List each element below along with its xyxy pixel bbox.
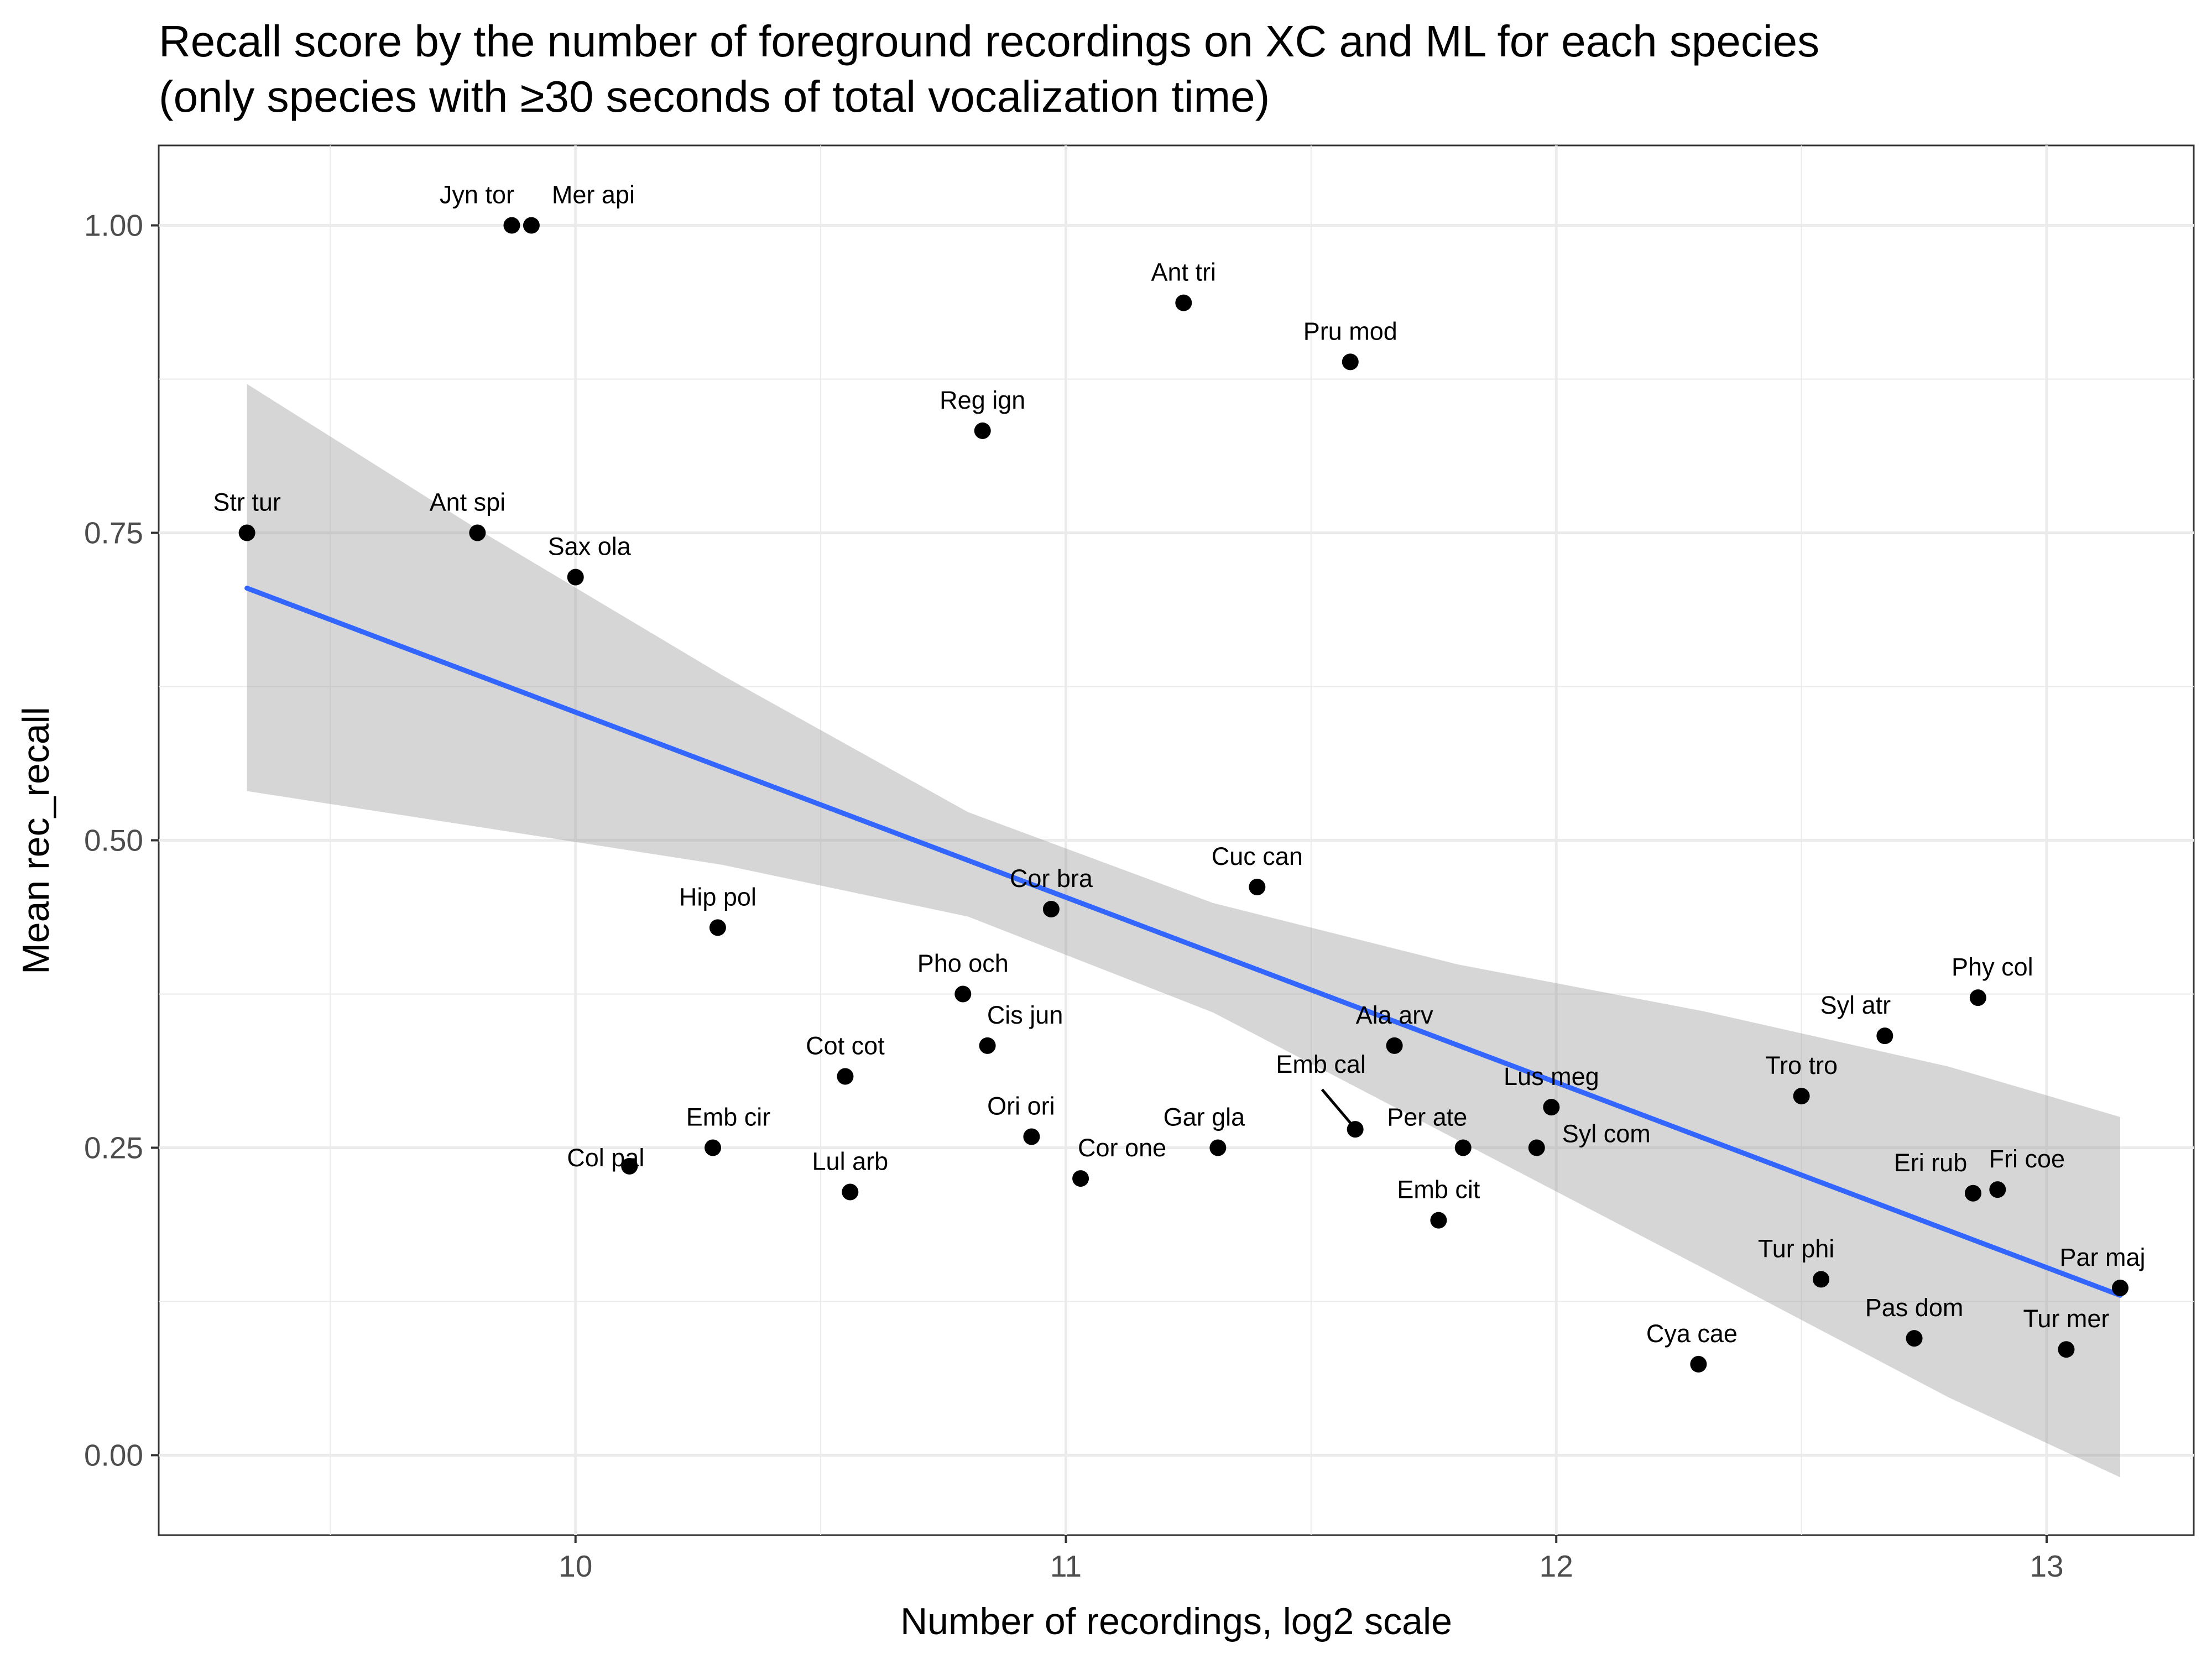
point-label: Pas dom [1865, 1293, 1964, 1322]
data-point [1430, 1212, 1447, 1229]
label-connector [1321, 1088, 1354, 1127]
x-tick-label: 13 [2030, 1549, 2063, 1583]
data-point [1072, 1170, 1089, 1187]
y-tick-label: 1.00 [84, 208, 143, 243]
data-point [1876, 1027, 1893, 1045]
data-point [238, 524, 255, 541]
point-label: Syl com [1562, 1119, 1651, 1147]
data-point [1386, 1037, 1403, 1054]
chart-subtitle: (only species with ≥30 seconds of total … [159, 72, 1270, 121]
point-label: Eri rub [1894, 1149, 1968, 1177]
grid-lines [159, 145, 2194, 1535]
data-point [705, 1139, 722, 1156]
trend-line [244, 586, 2123, 1298]
data-points [238, 217, 2128, 1373]
point-label: Tro tro [1765, 1051, 1838, 1079]
point-label: Lul arb [812, 1147, 889, 1176]
point-label: Pru mod [1303, 317, 1397, 345]
point-label: Tur phi [1758, 1234, 1834, 1262]
chart-title: Recall score by the number of foreground… [159, 17, 1819, 66]
data-point [1690, 1355, 1707, 1373]
data-point [621, 1157, 638, 1175]
data-point [1454, 1139, 1472, 1156]
data-point [1209, 1139, 1227, 1156]
point-label: Hip pol [679, 883, 757, 911]
data-point [709, 919, 726, 936]
point-label: Phy col [1952, 953, 2033, 981]
point-label: Ant tri [1151, 258, 1217, 286]
point-label: Reg ign [940, 386, 1025, 414]
data-point [567, 568, 584, 586]
point-label: Fri coe [1989, 1145, 2065, 1173]
data-point [1528, 1139, 1545, 1156]
data-point [979, 1037, 996, 1054]
point-label: Emb cir [686, 1103, 771, 1131]
point-label: Col pal [567, 1144, 644, 1172]
data-point [1989, 1181, 2006, 1198]
point-label: Cya cae [1646, 1319, 1738, 1348]
data-point [1969, 989, 1986, 1006]
y-tick-label: 0.25 [84, 1130, 143, 1165]
point-label: Ori ori [987, 1092, 1055, 1120]
y-tick-label: 0.00 [84, 1438, 143, 1472]
point-label: Cor bra [1010, 864, 1093, 893]
x-tick-label: 10 [559, 1549, 592, 1583]
y-tick-label: 0.50 [84, 823, 143, 858]
x-axis-title: Number of recordings, log2 scale [900, 1600, 1452, 1642]
data-point [469, 524, 486, 541]
point-label: Str tur [213, 488, 281, 517]
data-point [1906, 1330, 1923, 1347]
point-label: Cor one [1078, 1134, 1166, 1162]
point-label: Par maj [2059, 1243, 2145, 1271]
point-label: Pho och [917, 949, 1009, 977]
data-point [954, 985, 972, 1003]
data-point [1964, 1185, 1981, 1202]
data-point [2111, 1279, 2128, 1296]
data-point [974, 422, 991, 439]
x-tick-label: 12 [1540, 1549, 1573, 1583]
confidence-band [247, 384, 2120, 1478]
point-label: Tur mer [2023, 1305, 2110, 1333]
x-axis-ticks: 10 11 12 13 [559, 1535, 2064, 1583]
data-point [523, 217, 540, 234]
point-label: Syl atr [1820, 991, 1891, 1019]
point-label: Sax ola [548, 533, 632, 561]
point-label: Mer api [552, 181, 635, 209]
data-point [1813, 1271, 1830, 1288]
point-label: Emb cit [1397, 1176, 1480, 1204]
data-point [503, 217, 520, 234]
point-label: Ant spi [430, 488, 506, 517]
point-label: Cis jun [987, 1001, 1063, 1029]
point-label: Emb cal [1276, 1050, 1366, 1078]
trend-line-segment [244, 586, 2123, 1298]
confidence-band-area [247, 384, 2120, 1478]
point-label: Lus meg [1504, 1062, 1599, 1091]
data-point [1793, 1088, 1810, 1105]
point-label: Gar gla [1164, 1103, 1246, 1131]
data-point [1023, 1128, 1040, 1145]
point-labels: Jyn tor Mer api Ant tri Pru mod Reg ign Str t… [213, 181, 2145, 1348]
data-point [1042, 901, 1060, 918]
data-point [2058, 1341, 2075, 1358]
point-label: Cuc can [1212, 842, 1303, 870]
data-point [1175, 294, 1192, 311]
y-axis-title: Mean rec_recall [15, 707, 57, 974]
x-tick-label: 11 [1050, 1549, 1082, 1583]
data-point [842, 1183, 859, 1201]
point-label: Ala arv [1356, 1001, 1434, 1029]
point-label: Cot cot [806, 1031, 885, 1060]
data-point [1543, 1099, 1560, 1116]
y-tick-label: 0.75 [84, 516, 143, 550]
y-axis-ticks: 0.00 0.25 0.50 0.75 1.00 [84, 208, 159, 1472]
point-label: Per ate [1387, 1103, 1467, 1131]
point-label: Jyn tor [440, 181, 514, 209]
data-point [1342, 353, 1359, 371]
data-point [1249, 879, 1266, 896]
data-point [837, 1068, 854, 1085]
